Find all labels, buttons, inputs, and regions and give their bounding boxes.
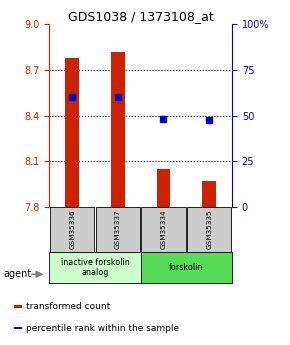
Bar <box>111 52 125 207</box>
Bar <box>96 207 140 252</box>
Bar <box>65 58 79 207</box>
Text: forskolin: forskolin <box>169 263 204 272</box>
Bar <box>14 305 22 308</box>
Text: GSM35336: GSM35336 <box>69 210 75 249</box>
Text: inactive forskolin
analog: inactive forskolin analog <box>61 258 129 277</box>
Text: GSM35337: GSM35337 <box>115 210 121 249</box>
Text: agent: agent <box>3 269 31 279</box>
Bar <box>14 327 22 329</box>
Text: transformed count: transformed count <box>26 302 110 311</box>
Bar <box>187 207 231 252</box>
Bar <box>141 252 232 283</box>
Bar <box>49 252 141 283</box>
Title: GDS1038 / 1373108_at: GDS1038 / 1373108_at <box>68 10 213 23</box>
Bar <box>202 181 216 207</box>
Bar <box>157 169 170 207</box>
Text: GSM35335: GSM35335 <box>206 210 212 249</box>
Bar <box>141 207 186 252</box>
Text: percentile rank within the sample: percentile rank within the sample <box>26 324 179 333</box>
Text: GSM35334: GSM35334 <box>160 210 166 249</box>
Bar <box>50 207 94 252</box>
